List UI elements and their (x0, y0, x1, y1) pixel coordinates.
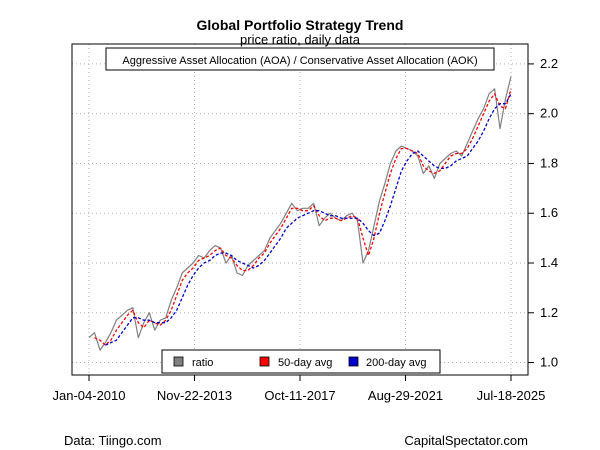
y-tick-label: 1.6 (540, 205, 558, 220)
data-source-label: Data: Tiingo.com (64, 433, 162, 448)
ratio-series-line (88, 76, 512, 351)
x-tick-label: Jan-04-2010 (53, 388, 126, 403)
y-tick-label: 2.2 (540, 56, 558, 71)
legend-label-200day: 200-day avg (366, 357, 427, 369)
legend-label-ratio: ratio (192, 357, 213, 369)
legend-swatch-ratio (173, 356, 184, 367)
legend-swatch-50day (259, 356, 270, 367)
x-tick-label: Nov-22-2013 (157, 388, 232, 403)
y-tick-label: 1.4 (540, 255, 558, 270)
legend-swatch-200day (348, 356, 359, 367)
x-tick-label: Aug-29-2021 (368, 388, 443, 403)
chart-subtitle: price ratio, daily data (240, 32, 361, 47)
y-axis: 1.0 1.2 1.4 1.6 1.8 2.0 2.2 (527, 56, 558, 370)
legend-label-50day: 50-day avg (278, 357, 332, 369)
y-tick-label: 1.2 (540, 305, 558, 320)
ratio-annotation: Aggressive Asset Allocation (AOA) / Cons… (122, 55, 477, 67)
series-layer (88, 76, 512, 351)
chart-title: Global Portfolio Strategy Trend (197, 17, 404, 33)
y-tick-label: 1.0 (540, 355, 558, 370)
y-tick-label: 1.8 (540, 155, 558, 170)
ma50-series-line (94, 88, 512, 346)
annotation-box: Aggressive Asset Allocation (AOA) / Cons… (105, 47, 495, 71)
legend-box (161, 349, 441, 374)
x-axis: Jan-04-2010 Nov-22-2013 Oct-11-2017 Aug-29-… (53, 374, 546, 403)
ma200-series-line (105, 93, 512, 346)
legend: ratio 50-day avg 200-day avg (161, 349, 441, 374)
x-tick-label: Oct-11-2017 (264, 388, 335, 403)
y-tick-label: 2.0 (540, 106, 558, 121)
site-credit-label: CapitalSpectator.com (404, 433, 528, 448)
x-tick-label: Jul-18-2025 (477, 388, 546, 403)
